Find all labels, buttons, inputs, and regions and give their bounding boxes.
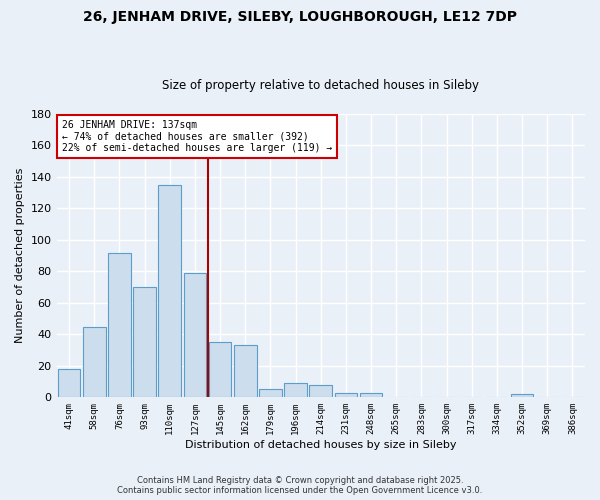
Text: Contains HM Land Registry data © Crown copyright and database right 2025.
Contai: Contains HM Land Registry data © Crown c… [118,476,482,495]
Bar [284,383,307,398]
Bar [133,287,156,398]
Bar [360,392,382,398]
X-axis label: Distribution of detached houses by size in Sileby: Distribution of detached houses by size … [185,440,457,450]
Y-axis label: Number of detached properties: Number of detached properties [15,168,25,344]
Bar [83,326,106,398]
Bar [108,252,131,398]
Title: Size of property relative to detached houses in Sileby: Size of property relative to detached ho… [162,79,479,92]
Bar [511,394,533,398]
Bar [259,390,282,398]
Text: 26, JENHAM DRIVE, SILEBY, LOUGHBOROUGH, LE12 7DP: 26, JENHAM DRIVE, SILEBY, LOUGHBOROUGH, … [83,10,517,24]
Bar [335,392,357,398]
Bar [158,185,181,398]
Bar [209,342,232,398]
Bar [234,346,257,398]
Text: 26 JENHAM DRIVE: 137sqm
← 74% of detached houses are smaller (392)
22% of semi-d: 26 JENHAM DRIVE: 137sqm ← 74% of detache… [62,120,332,153]
Bar [310,384,332,398]
Bar [184,273,206,398]
Bar [58,369,80,398]
